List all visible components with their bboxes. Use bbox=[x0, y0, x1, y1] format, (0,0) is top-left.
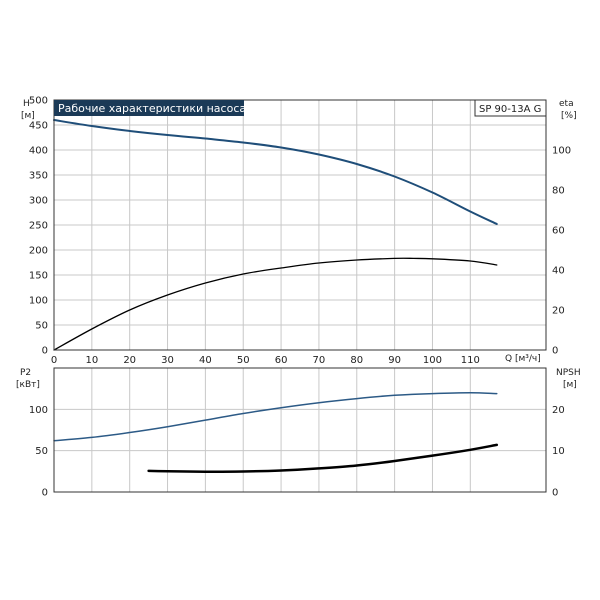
top-y-right-tick-label: 60 bbox=[552, 226, 565, 237]
bottom-y-left-tick-label: 50 bbox=[35, 446, 48, 457]
top-head-curve-line bbox=[53, 119, 498, 225]
top-y-left-tick-label: 300 bbox=[29, 196, 48, 207]
top-y-right-tick-label: 20 bbox=[552, 306, 565, 317]
top-y-right-tick-label: 40 bbox=[552, 266, 565, 277]
chart-title-box bbox=[54, 100, 244, 116]
top-y-left-tick-label: 400 bbox=[29, 146, 48, 157]
top-y-right-tick-label: 80 bbox=[552, 186, 565, 197]
x-tick-label: 60 bbox=[275, 355, 288, 366]
y-left-unit-h: [м] bbox=[21, 111, 35, 121]
x-tick-label: 100 bbox=[423, 355, 442, 366]
top-panel-frame bbox=[53, 99, 547, 351]
top-y-left-tick-label: 500 bbox=[29, 96, 48, 107]
x-tick-label: 90 bbox=[388, 355, 401, 366]
bottom-y-right-tick-label: 0 bbox=[552, 488, 558, 499]
top-y-left-tick-label: 250 bbox=[29, 221, 48, 232]
bottom-panel-frame bbox=[53, 367, 547, 493]
y-right-unit-npsh: [м] bbox=[563, 380, 577, 390]
top-y-left-tick-label: 150 bbox=[29, 271, 48, 282]
x-tick-label: 80 bbox=[350, 355, 363, 366]
top-y-left-tick-label: 450 bbox=[29, 121, 48, 132]
x-tick-label: 30 bbox=[161, 355, 174, 366]
top-y-left-tick-label: 50 bbox=[35, 321, 48, 332]
x-axis-label: Q [м³/ч] bbox=[505, 354, 541, 364]
x-tick-label: 40 bbox=[199, 355, 212, 366]
top-panel-grid bbox=[54, 99, 546, 350]
top-y-left-tick-label: 0 bbox=[42, 346, 48, 357]
curves bbox=[53, 119, 499, 473]
bottom-y-right-tick-label: 20 bbox=[552, 405, 565, 416]
y-left-label-h: H bbox=[23, 99, 30, 109]
y-left-label-p2: P2 bbox=[20, 368, 31, 378]
top-y-left-tick-label: 350 bbox=[29, 171, 48, 182]
top-y-left-tick-label: 200 bbox=[29, 246, 48, 257]
y-left-unit-p2: [кВт] bbox=[16, 380, 40, 390]
y-right-label-npsh: NPSH bbox=[556, 368, 581, 378]
bottom-y-left-tick-label: 100 bbox=[29, 405, 48, 416]
top-y-right-tick-label: 100 bbox=[552, 146, 571, 157]
y-right-label-eta: eta bbox=[559, 99, 574, 109]
model-label: SP 90-13A G bbox=[479, 104, 541, 115]
x-tick-label: 10 bbox=[85, 355, 98, 366]
bottom-y-right-tick-label: 10 bbox=[552, 446, 565, 457]
top-y-right-tick-label: 0 bbox=[552, 346, 558, 357]
x-tick-label: 110 bbox=[461, 355, 480, 366]
x-tick-label: 20 bbox=[123, 355, 136, 366]
top-y-left-tick-label: 100 bbox=[29, 296, 48, 307]
chart-title: Рабочие характеристики насоса bbox=[58, 102, 246, 115]
x-tick-label: 0 bbox=[51, 355, 57, 366]
model-label-box bbox=[474, 99, 547, 117]
bottom-y-left-tick-label: 0 bbox=[42, 488, 48, 499]
y-right-unit-eta: [%] bbox=[561, 111, 577, 121]
x-tick-label: 70 bbox=[313, 355, 326, 366]
bottom-npsh-curve-line bbox=[147, 443, 499, 473]
tick-labels: 0501001502002503003504004505000204060801… bbox=[29, 96, 571, 499]
x-tick-label: 50 bbox=[237, 355, 250, 366]
bottom-p2-curve-line bbox=[53, 392, 498, 442]
top-eta-curve-line bbox=[53, 257, 498, 351]
